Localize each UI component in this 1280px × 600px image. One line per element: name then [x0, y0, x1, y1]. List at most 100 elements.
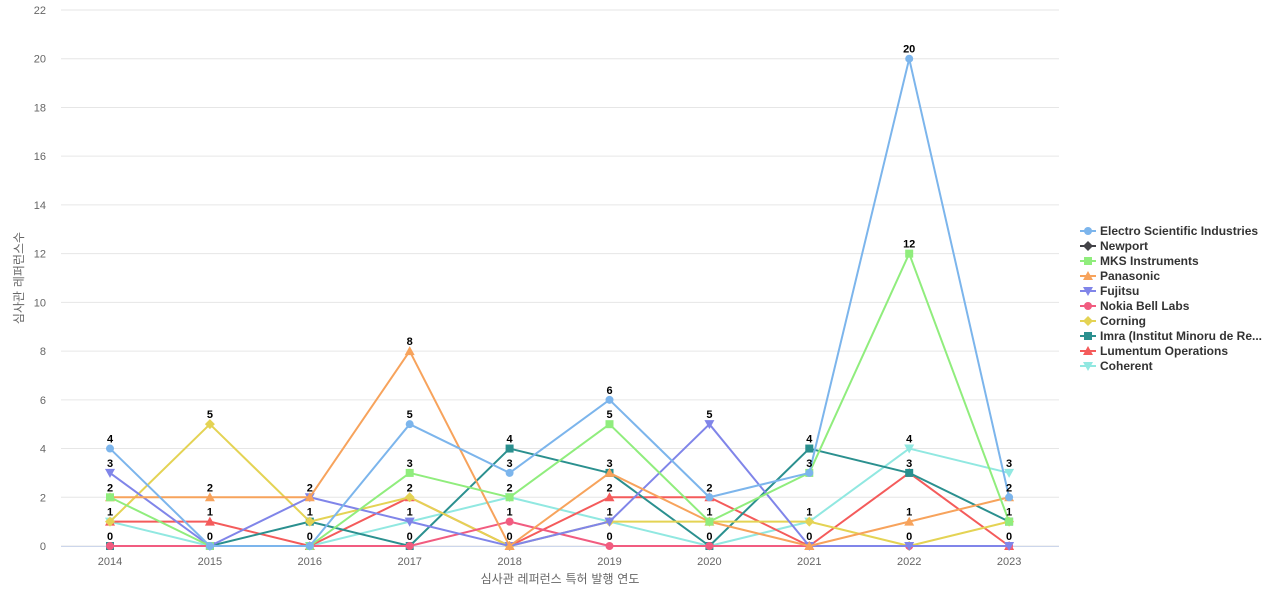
legend-item: Panasonic [1080, 269, 1160, 283]
y-tick-label: 6 [40, 395, 46, 407]
point-marker [405, 468, 414, 477]
data-label: 6 [606, 385, 612, 397]
point-marker [604, 517, 615, 527]
legend-marker [1083, 287, 1093, 296]
point-marker [1005, 493, 1014, 502]
point-marker [905, 468, 914, 477]
data-label: 1 [207, 507, 213, 519]
data-label: 3 [407, 458, 413, 470]
data-label: 0 [806, 531, 812, 543]
point-marker [305, 542, 314, 550]
series-lines [105, 54, 1015, 551]
legend-label: Newport [1100, 239, 1148, 253]
y-tick-label: 20 [34, 54, 46, 66]
series-electro-scientific-industries [106, 54, 1014, 550]
x-tick-label: 2017 [397, 556, 421, 568]
legend-label: Nokia Bell Labs [1100, 299, 1190, 313]
x-tick-label: 2016 [298, 556, 322, 568]
y-axis-title: 심사관 레퍼런스수 [12, 232, 26, 324]
legend-marker [1083, 271, 1093, 280]
point-marker [505, 517, 514, 526]
point-marker [804, 541, 815, 550]
data-label: 3 [606, 458, 612, 470]
x-axis-title: 심사관 레퍼런스 특허 발행 연도 [481, 571, 640, 586]
point-marker [404, 346, 415, 356]
point-marker [604, 492, 615, 502]
point-marker [904, 542, 915, 551]
data-label: 1 [507, 507, 513, 519]
data-label: 2 [407, 482, 413, 494]
legend-marker [1083, 346, 1093, 355]
legend-item: MKS Instruments [1080, 254, 1199, 268]
data-label: 1 [107, 507, 113, 519]
data-label: 0 [107, 531, 113, 543]
data-label: 8 [407, 336, 413, 348]
y-tick-label: 18 [34, 102, 46, 114]
data-label: 0 [1006, 531, 1012, 543]
point-marker [904, 516, 915, 526]
point-marker [705, 517, 714, 526]
data-label: 3 [107, 458, 113, 470]
point-marker [704, 420, 715, 430]
x-tick-label: 2014 [98, 556, 122, 568]
data-label: 5 [606, 409, 612, 421]
point-marker [405, 420, 414, 429]
legend-marker [1084, 332, 1092, 340]
legend-label: Fujitsu [1100, 284, 1139, 298]
x-tick-label: 2020 [697, 556, 721, 568]
y-tick-label: 10 [34, 297, 46, 309]
data-label: 2 [307, 482, 313, 494]
data-label: 0 [706, 531, 712, 543]
point-marker [304, 492, 315, 502]
legend-marker [1083, 362, 1093, 371]
point-marker [205, 542, 214, 550]
point-marker [605, 395, 614, 404]
point-marker [505, 493, 514, 502]
point-marker [1005, 517, 1014, 526]
series-fujitsu [105, 420, 1015, 551]
data-label: 0 [207, 531, 213, 543]
data-label: 0 [507, 531, 513, 543]
data-label: 2 [606, 482, 612, 494]
y-tick-label: 8 [40, 346, 46, 358]
data-label: 5 [706, 409, 712, 421]
point-marker [204, 492, 215, 502]
legend-item: Fujitsu [1080, 284, 1139, 298]
x-tick-label: 2018 [497, 556, 521, 568]
point-marker [805, 444, 814, 453]
y-axis: 0 2 4 6 8 10 12 14 16 18 20 22 [34, 5, 46, 553]
data-label: 2 [207, 482, 213, 494]
point-marker [705, 542, 714, 550]
point-marker [504, 541, 515, 550]
data-label: 4 [107, 434, 114, 446]
point-marker [905, 54, 914, 63]
legend-item: Lumentum Operations [1080, 344, 1228, 358]
legend: Electro Scientific IndustriesNewportMKS … [1080, 224, 1262, 373]
y-tick-label: 22 [34, 5, 46, 17]
legend-marker [1084, 302, 1092, 310]
data-label: 1 [706, 507, 712, 519]
x-tick-label: 2019 [597, 556, 621, 568]
point-marker [405, 542, 414, 550]
legend-marker [1084, 227, 1092, 235]
point-marker [905, 249, 914, 258]
data-label: 2 [107, 482, 113, 494]
point-marker [1004, 468, 1015, 478]
data-label: 3 [906, 458, 912, 470]
legend-item: Imra (Institut Minoru de Re... [1080, 329, 1262, 343]
data-label: 2 [1006, 482, 1012, 494]
point-marker [304, 516, 315, 527]
data-label: 4 [806, 434, 813, 446]
data-label: 12 [903, 239, 915, 251]
point-marker [605, 542, 614, 550]
legend-label: Imra (Institut Minoru de Re... [1100, 329, 1262, 343]
point-marker [505, 468, 514, 477]
point-marker [105, 516, 115, 527]
x-tick-label: 2023 [997, 556, 1021, 568]
point-marker [106, 542, 114, 550]
data-label: 3 [507, 458, 513, 470]
legend-item: Newport [1080, 239, 1148, 253]
series-line [109, 423, 1010, 547]
point-marker [805, 468, 814, 477]
